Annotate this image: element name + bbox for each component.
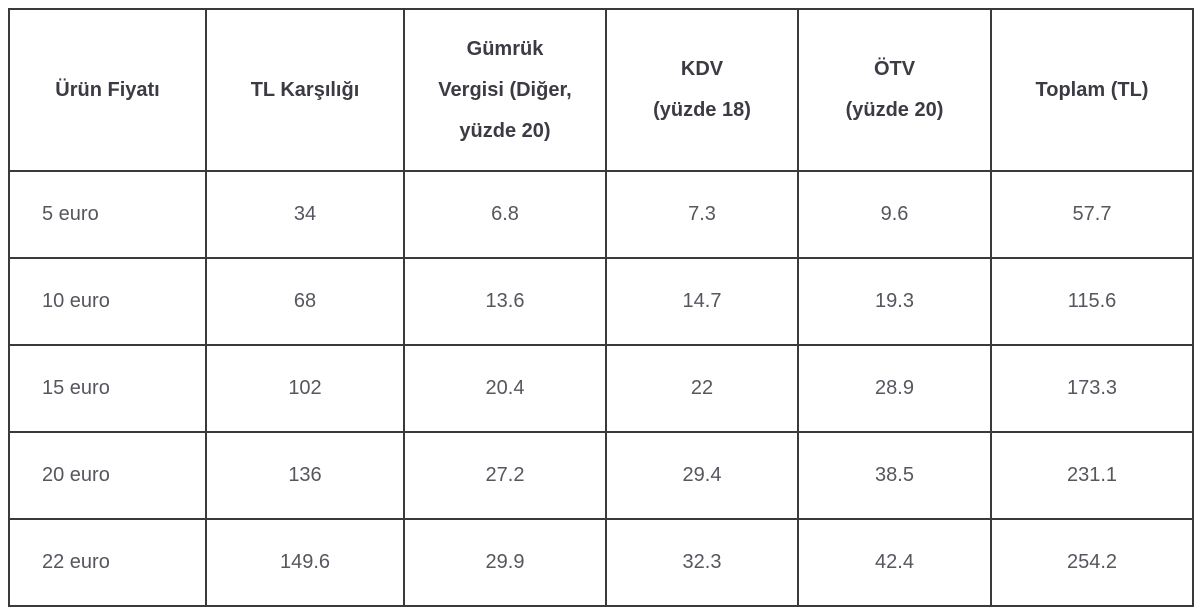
cell-toplam: 57.7 (990, 170, 1194, 259)
cell-tl-karsiligi: 102 (205, 344, 405, 433)
cell-tl-karsiligi: 68 (205, 257, 405, 346)
header-row: Ürün Fiyatı TL Karşılığı Gümrük Vergisi … (8, 8, 1194, 172)
cell-kdv: 22 (605, 344, 799, 433)
cell-otv: 9.6 (797, 170, 992, 259)
column-header-gumruk-vergisi: Gümrük Vergisi (Diğer, yüzde 20) (403, 8, 607, 172)
cell-kdv: 7.3 (605, 170, 799, 259)
cell-gumruk-vergisi: 20.4 (403, 344, 607, 433)
cell-otv: 19.3 (797, 257, 992, 346)
cell-tl-karsiligi: 149.6 (205, 518, 405, 607)
euro-tax-table: Ürün Fiyatı TL Karşılığı Gümrük Vergisi … (8, 8, 1194, 607)
cell-gumruk-vergisi: 27.2 (403, 431, 607, 520)
cell-toplam: 231.1 (990, 431, 1194, 520)
cell-gumruk-vergisi: 6.8 (403, 170, 607, 259)
cell-urun-fiyati: 22 euro (8, 518, 207, 607)
column-header-toplam: Toplam (TL) (990, 8, 1194, 172)
cell-urun-fiyati: 15 euro (8, 344, 207, 433)
table-row: 22 euro 149.6 29.9 32.3 42.4 254.2 (8, 518, 1194, 607)
cell-urun-fiyati: 20 euro (8, 431, 207, 520)
cell-otv: 38.5 (797, 431, 992, 520)
table-row: 5 euro 34 6.8 7.3 9.6 57.7 (8, 170, 1194, 259)
table-row: 10 euro 68 13.6 14.7 19.3 115.6 (8, 257, 1194, 346)
cell-kdv: 29.4 (605, 431, 799, 520)
cell-kdv: 14.7 (605, 257, 799, 346)
cell-urun-fiyati: 5 euro (8, 170, 207, 259)
cell-toplam: 254.2 (990, 518, 1194, 607)
cell-otv: 28.9 (797, 344, 992, 433)
table-row: 20 euro 136 27.2 29.4 38.5 231.1 (8, 431, 1194, 520)
cell-gumruk-vergisi: 13.6 (403, 257, 607, 346)
cell-kdv: 32.3 (605, 518, 799, 607)
table-row: 15 euro 102 20.4 22 28.9 173.3 (8, 344, 1194, 433)
cell-urun-fiyati: 10 euro (8, 257, 207, 346)
cell-gumruk-vergisi: 29.9 (403, 518, 607, 607)
column-header-urun-fiyati: Ürün Fiyatı (8, 8, 207, 172)
cell-tl-karsiligi: 136 (205, 431, 405, 520)
column-header-kdv: KDV (yüzde 18) (605, 8, 799, 172)
cell-toplam: 173.3 (990, 344, 1194, 433)
cell-toplam: 115.6 (990, 257, 1194, 346)
column-header-otv: ÖTV (yüzde 20) (797, 8, 992, 172)
cell-tl-karsiligi: 34 (205, 170, 405, 259)
cell-otv: 42.4 (797, 518, 992, 607)
column-header-tl-karsiligi: TL Karşılığı (205, 8, 405, 172)
